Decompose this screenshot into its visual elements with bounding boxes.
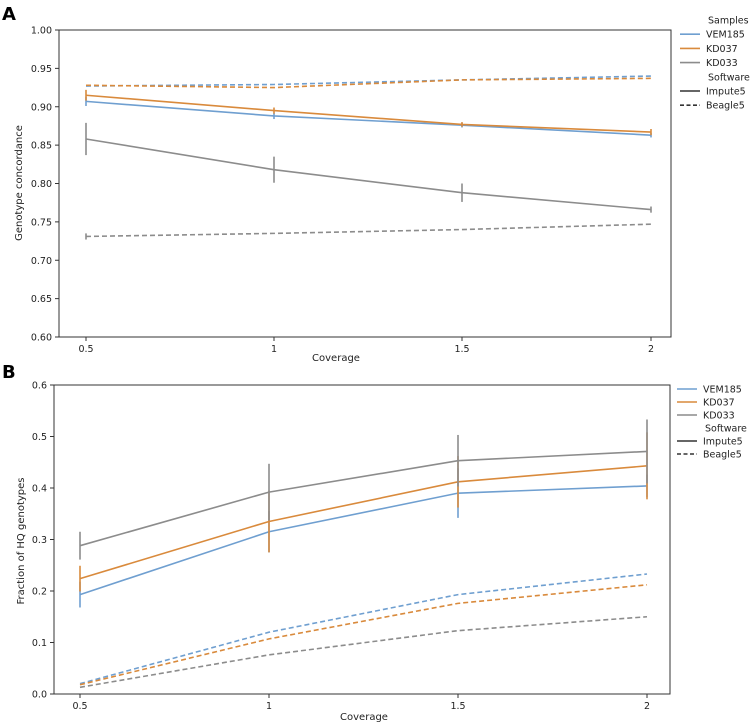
- x-tick-label: 0.5: [72, 701, 87, 712]
- series-line: [85, 223, 652, 238]
- x-tick-label: 2: [648, 344, 654, 355]
- x-tick-label: 2: [644, 701, 650, 712]
- x-tick-label: 0.5: [78, 344, 93, 355]
- y-tick-label: 0.6: [32, 381, 47, 392]
- series-line: [79, 465, 648, 580]
- y-tick-label: 0.85: [31, 141, 52, 152]
- series-line: [79, 485, 648, 596]
- legend-label: Beagle5: [703, 450, 742, 461]
- series-lines-a: [85, 75, 652, 240]
- x-tick-label: 1: [266, 701, 272, 712]
- legend-label: KD037: [703, 398, 735, 409]
- series-line: [79, 615, 648, 689]
- x-tick-label: 1.5: [450, 701, 465, 712]
- series-line: [79, 573, 648, 685]
- legend-label: Software: [705, 424, 747, 435]
- series-line: [85, 100, 652, 136]
- y-axis-label-b: Fraction of HQ genotypes: [16, 478, 27, 605]
- axis-ticks-a: 0.60 0.65 0.70 0.75 0.80 0.85 0.90 0.95 1.00 0.5 1…: [31, 26, 654, 356]
- y-tick-label: 0.65: [31, 294, 52, 305]
- axis-ticks-b: 0.0 0.1 0.2 0.3 0.4 0.5 0.6 0.5 1 1.5 2: [32, 381, 650, 713]
- y-axis-label-a: Genotype concordance: [14, 125, 25, 241]
- legend-a: Samples VEM185 KD037 KD033 Software Impute5 Be…: [680, 16, 750, 112]
- y-tick-label: 0.95: [31, 64, 52, 75]
- y-tick-label: 0.3: [32, 535, 47, 546]
- y-tick-label: 0.75: [31, 217, 52, 228]
- legend-b: VEM185 KD037 KD033 Software Impute5 Beagle5: [677, 385, 747, 461]
- legend-label: Impute5: [703, 437, 743, 448]
- x-axis-label-a: Coverage: [312, 353, 360, 364]
- legend-label: KD033: [703, 411, 735, 422]
- legend-label: Impute5: [706, 87, 746, 98]
- plot-frame-b: [53, 384, 671, 695]
- legend-label: VEM185: [703, 385, 742, 396]
- legend-label: Software: [708, 72, 750, 83]
- x-tick-label: 1: [271, 344, 277, 355]
- y-tick-label: 0.5: [32, 432, 47, 443]
- panel-a: A 0.600.650.700.750.800.850.900.951.000.…: [2, 4, 750, 364]
- panel-b: B 0.0 0.1 0.2 0.3 0.4 0.5 0.6 0.5 1 1.5 2 Coverage…: [2, 362, 747, 723]
- legend-label: KD033: [706, 58, 738, 69]
- y-tick-label: 0.0: [32, 690, 47, 701]
- panel-label-a: A: [2, 4, 16, 25]
- panel-label-b: B: [2, 362, 16, 383]
- legend-label: Samples: [708, 16, 749, 27]
- legend-label: VEM185: [706, 30, 745, 41]
- y-tick-label: 0.4: [32, 484, 47, 495]
- series-line: [85, 94, 652, 133]
- legend-label: Beagle5: [706, 101, 745, 112]
- series-line: [79, 450, 648, 547]
- y-tick-label: 0.60: [31, 333, 52, 344]
- series-line: [85, 138, 652, 211]
- y-tick-label: 0.2: [32, 587, 47, 598]
- series-line: [85, 75, 652, 87]
- series-line: [85, 77, 652, 89]
- y-tick-label: 0.90: [31, 102, 52, 113]
- legend-label: KD037: [706, 44, 738, 55]
- x-axis-label-b: Coverage: [340, 712, 388, 723]
- y-tick-label: 0.70: [31, 256, 52, 267]
- plot-frame-a: [58, 29, 672, 338]
- series-line: [79, 584, 648, 686]
- y-tick-label: 0.1: [32, 638, 47, 649]
- y-tick-label: 1.00: [31, 26, 52, 37]
- y-tick-label: 0.80: [31, 179, 52, 190]
- x-tick-label: 1.5: [454, 344, 469, 355]
- series-lines-b: [79, 419, 648, 689]
